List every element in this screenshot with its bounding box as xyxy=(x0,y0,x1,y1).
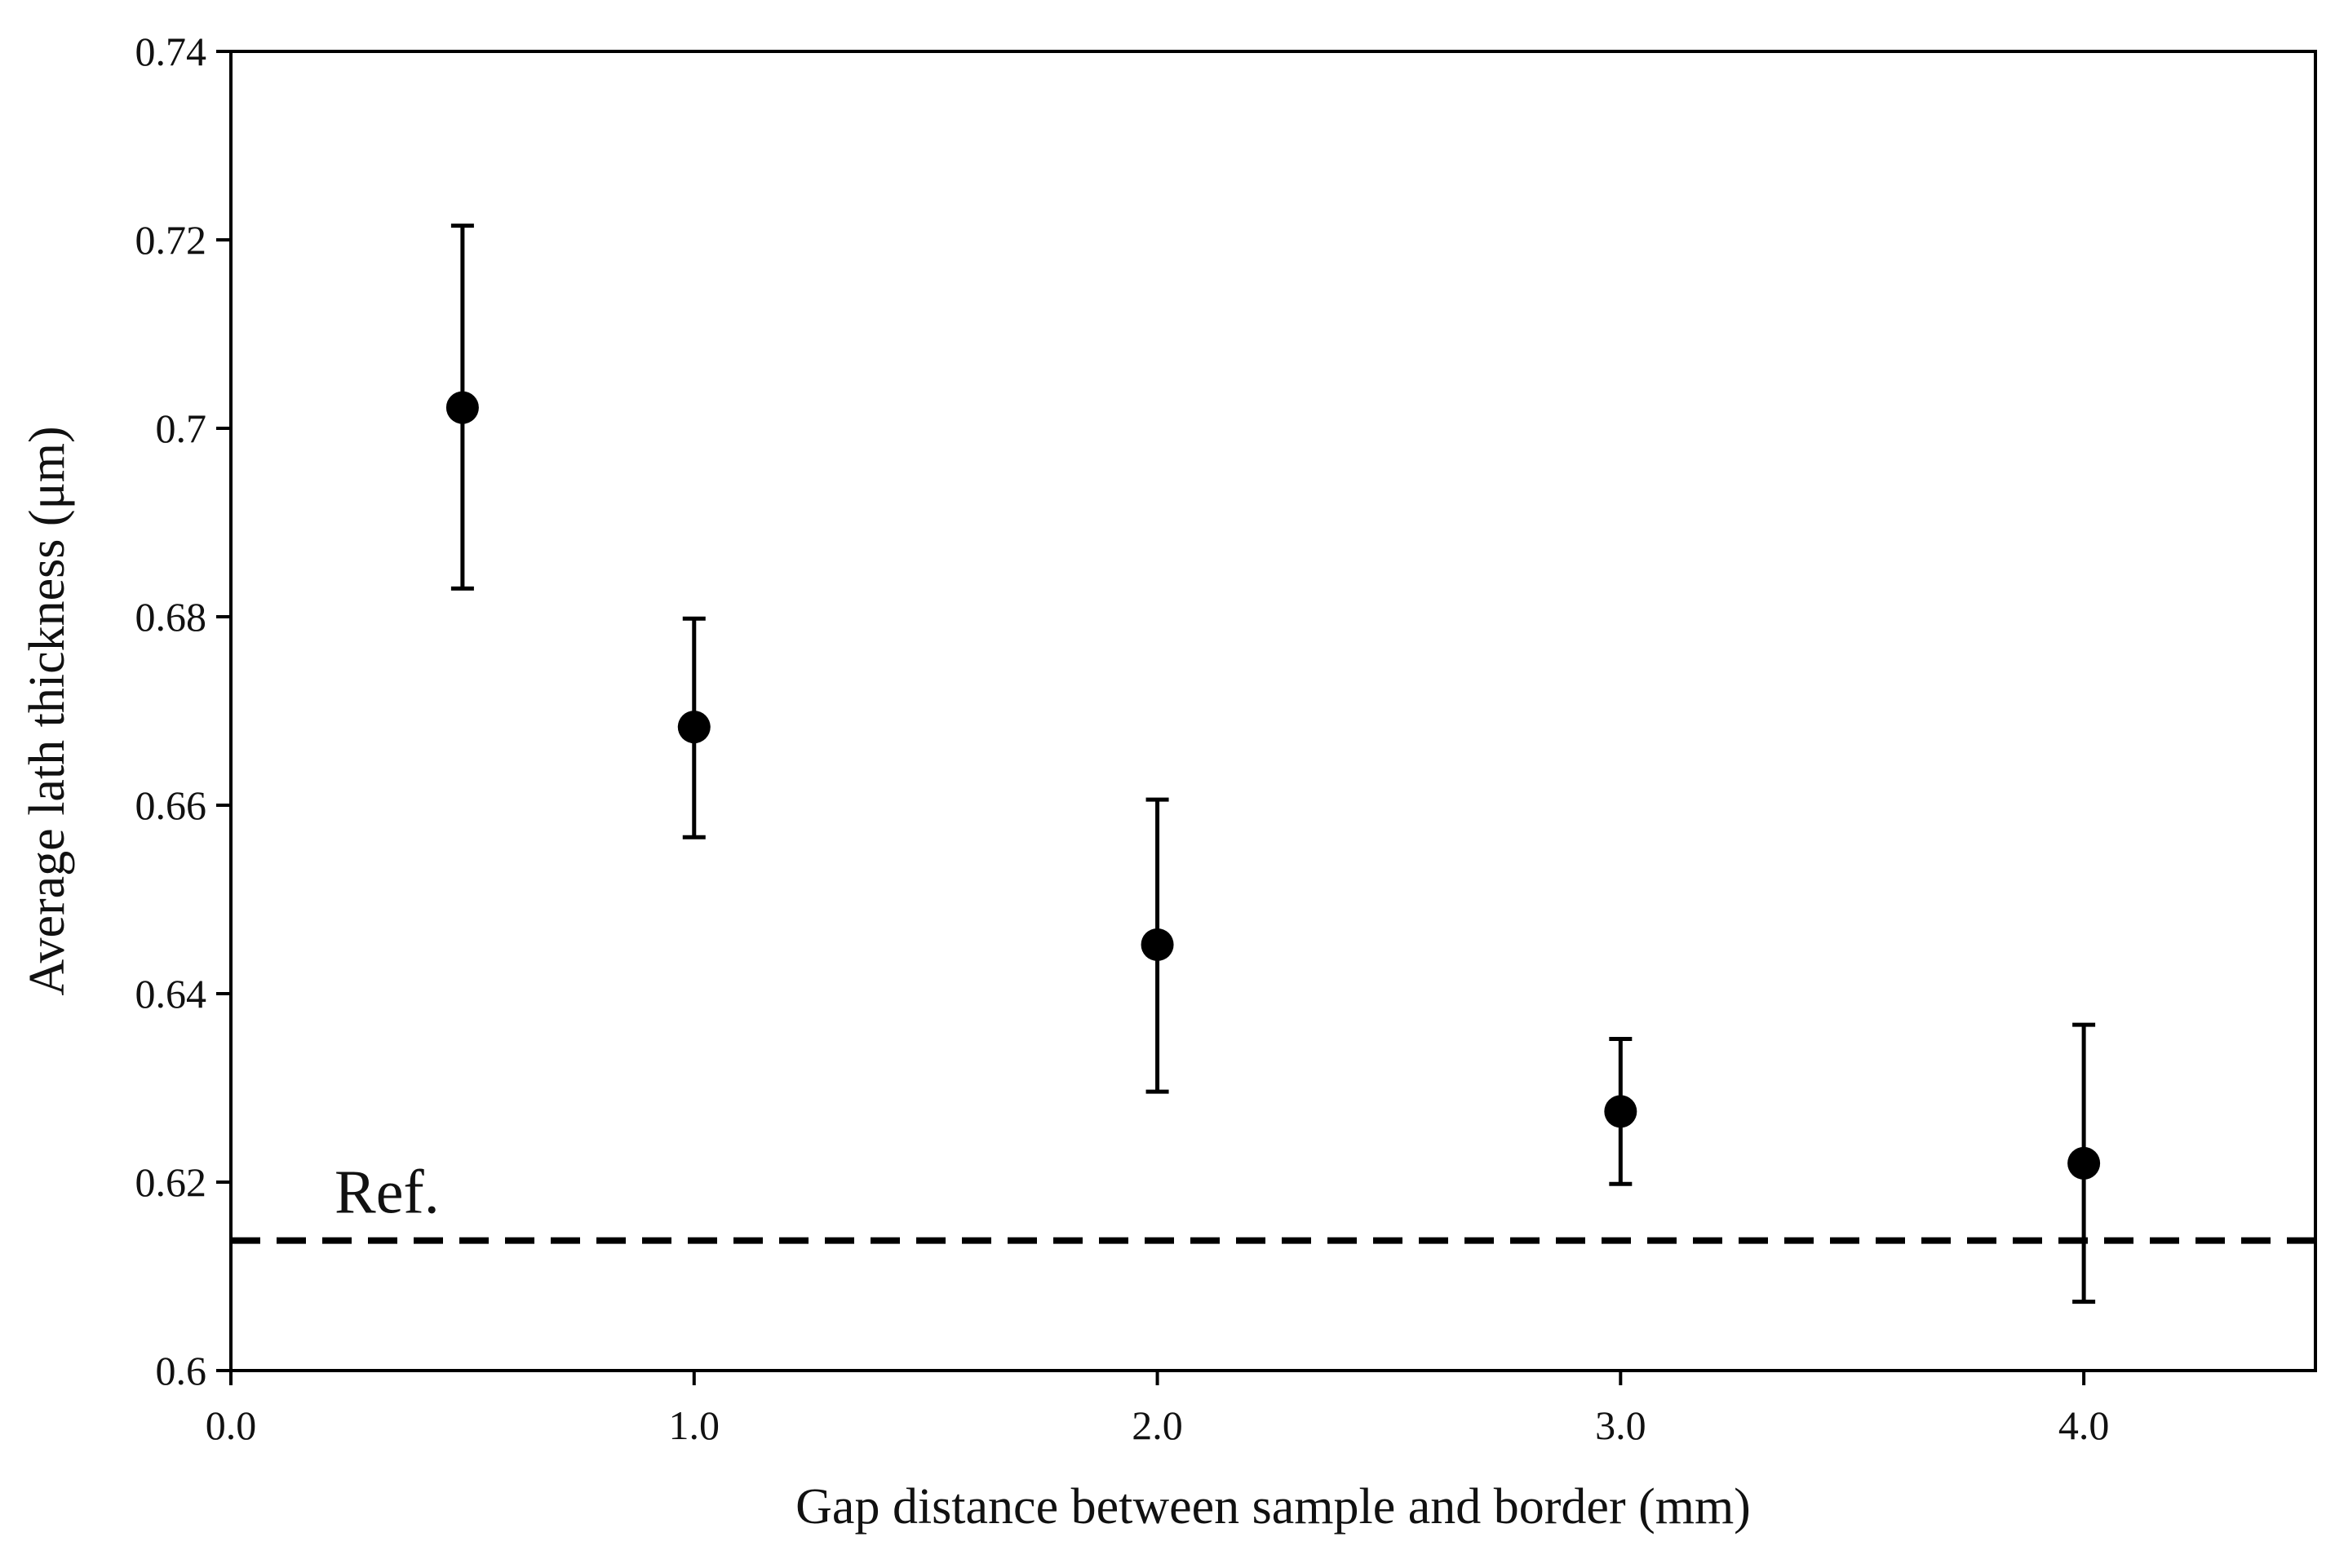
x-axis-title: Gap distance between sample and border (… xyxy=(795,1479,1751,1535)
y-tick-label: 0.74 xyxy=(135,29,207,74)
y-tick-label: 0.6 xyxy=(156,1348,207,1393)
y-tick-label: 0.62 xyxy=(135,1159,207,1205)
x-tick-label: 3.0 xyxy=(1595,1402,1646,1448)
y-axis-ticks: 0.6 0.62 0.64 0.66 0.68 0.7 0.72 0.74 xyxy=(135,29,231,1393)
data-point xyxy=(1604,1095,1637,1128)
x-tick-label: 0.0 xyxy=(206,1402,257,1448)
data-point xyxy=(445,391,479,424)
y-axis-title: Average lath thickness (μm) xyxy=(20,426,75,995)
x-axis-ticks: 0.0 1.0 2.0 3.0 4.0 xyxy=(206,1371,2110,1448)
x-tick-label: 1.0 xyxy=(669,1402,720,1448)
data-point xyxy=(1141,928,1174,961)
y-tick-label: 0.72 xyxy=(135,217,207,263)
y-tick-label: 0.66 xyxy=(135,782,207,828)
x-tick-label: 2.0 xyxy=(1132,1402,1183,1448)
reference-line-label: Ref. xyxy=(335,1158,440,1227)
data-point xyxy=(2067,1146,2101,1180)
data-points-group xyxy=(445,391,2101,1180)
data-point xyxy=(677,711,711,744)
y-tick-label: 0.64 xyxy=(135,971,207,1017)
y-tick-label: 0.68 xyxy=(135,594,207,640)
plot-frame xyxy=(229,50,2317,1372)
y-tick-label: 0.7 xyxy=(156,405,207,451)
x-tick-label: 4.0 xyxy=(2058,1402,2110,1448)
